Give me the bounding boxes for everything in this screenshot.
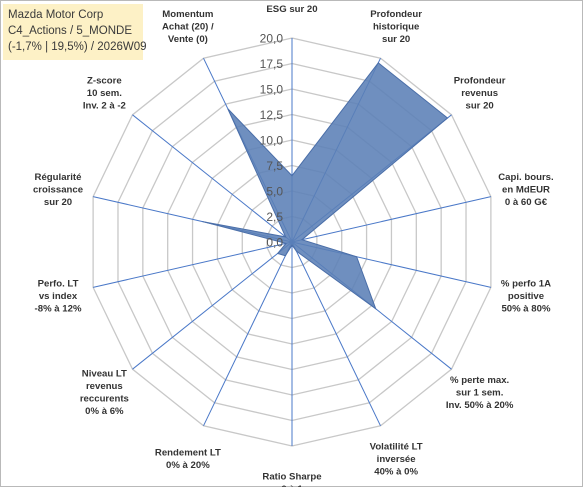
axis-label: Niveau LT revenus reccurents 0% à 6% bbox=[80, 369, 129, 418]
axis-label: Capi. bours. en MdEUR 0 à 60 G€ bbox=[498, 172, 553, 208]
tick-label: 20,0 bbox=[260, 32, 284, 46]
tick-label: 7,5 bbox=[266, 159, 283, 173]
tick-label: 2,5 bbox=[266, 210, 283, 224]
axis-label: % perte max. sur 1 sem. Inv. 50% à 20% bbox=[446, 375, 514, 411]
axis-label: Régularité croissance sur 20 bbox=[33, 172, 83, 208]
radar-series bbox=[202, 62, 449, 311]
axis-spoke bbox=[291, 196, 492, 243]
axis-label: Volatilité LT inversée 40% à 0% bbox=[370, 441, 423, 477]
axis-label: Ratio Sharpe0 à 1 bbox=[262, 472, 321, 487]
radar-tick-labels: 0,0 2,5 5,0 7,5 10,0 12,5 15,0 17,5 20,0 bbox=[260, 32, 284, 250]
tick-label: 15,0 bbox=[260, 83, 284, 97]
axis-label: Rendement LT 0% à 20% bbox=[155, 448, 221, 472]
tick-label: 10,0 bbox=[260, 134, 284, 148]
title-stats: (-1,7% | 19,5%) / 2026W09 bbox=[8, 41, 147, 53]
axis-label: Perfo. LT vs index -8% à 12% bbox=[35, 279, 82, 315]
axis-spoke bbox=[132, 114, 293, 243]
axis-spoke bbox=[203, 241, 293, 427]
axis-spoke bbox=[291, 241, 381, 427]
title-category: C4_Actions / 5_MONDE bbox=[8, 25, 132, 37]
axis-spoke bbox=[92, 241, 293, 288]
axis-spoke bbox=[132, 241, 293, 370]
axis-label: Profondeur historique sur 20 bbox=[370, 9, 422, 45]
tick-label: 5,0 bbox=[266, 185, 283, 199]
chart-title-box: Mazda Motor Corp C4_Actions / 5_MONDE (-… bbox=[3, 4, 147, 60]
axis-label: % perfo 1A positive 50% à 80% bbox=[501, 279, 551, 315]
axis-label: NoteESG sur 20 bbox=[266, 0, 317, 15]
series-area bbox=[202, 62, 449, 311]
tick-label: 0,0 bbox=[266, 236, 283, 250]
tick-label: 17,5 bbox=[260, 57, 284, 71]
axis-label: Momentum Achat (20) / Vente (0) bbox=[162, 9, 214, 45]
axis-label: Profondeur revenus sur 20 bbox=[454, 76, 506, 112]
tick-label: 12,5 bbox=[260, 108, 284, 122]
title-company: Mazda Motor Corp bbox=[8, 9, 104, 21]
axis-label: Z-score 10 sem. Inv. 2 à -2 bbox=[83, 76, 126, 112]
